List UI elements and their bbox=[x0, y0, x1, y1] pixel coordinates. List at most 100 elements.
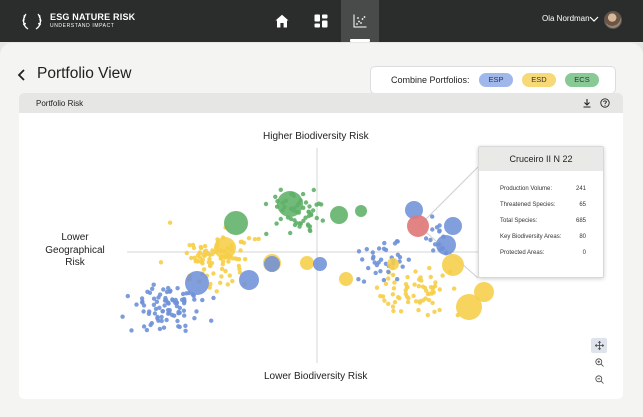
scatter-point[interactable] bbox=[211, 271, 216, 276]
scatter-point[interactable] bbox=[155, 314, 160, 320]
scatter-point[interactable] bbox=[405, 201, 423, 219]
scatter-point[interactable] bbox=[246, 236, 252, 241]
scatter-point[interactable] bbox=[391, 308, 396, 314]
scatter-point[interactable] bbox=[407, 215, 429, 237]
scatter-point[interactable] bbox=[406, 296, 411, 301]
chip-esp[interactable]: ESP bbox=[479, 73, 513, 87]
scatter-point[interactable] bbox=[392, 300, 398, 305]
scatter-point[interactable] bbox=[382, 298, 387, 303]
scatter-point[interactable] bbox=[256, 236, 261, 242]
scatter-point[interactable] bbox=[152, 311, 158, 316]
scatter-point[interactable] bbox=[305, 222, 311, 227]
scatter-point[interactable] bbox=[243, 257, 248, 262]
scatter-point[interactable] bbox=[151, 296, 157, 301]
scatter-point[interactable] bbox=[238, 248, 243, 253]
scatter-point[interactable] bbox=[386, 301, 391, 306]
scatter-point[interactable] bbox=[430, 288, 435, 294]
chip-ecs[interactable]: ECS bbox=[565, 73, 599, 87]
scatter-point[interactable] bbox=[383, 247, 389, 253]
scatter-point[interactable] bbox=[372, 260, 377, 265]
scatter-point[interactable] bbox=[200, 257, 205, 262]
scatter-point[interactable] bbox=[205, 251, 211, 256]
scatter-point[interactable] bbox=[146, 311, 152, 316]
scatter-point[interactable] bbox=[273, 194, 278, 199]
scatter-point[interactable] bbox=[361, 279, 367, 284]
chip-esd[interactable]: ESD bbox=[522, 73, 556, 87]
scatter-point[interactable] bbox=[191, 245, 197, 251]
scatter-point[interactable] bbox=[134, 302, 139, 307]
scatter-point[interactable] bbox=[151, 282, 156, 287]
scatter-point[interactable] bbox=[430, 214, 435, 219]
nav-dashboard-button[interactable] bbox=[302, 0, 340, 42]
help-icon[interactable] bbox=[600, 98, 610, 108]
scatter-point[interactable] bbox=[311, 187, 316, 193]
avatar[interactable] bbox=[604, 11, 622, 29]
scatter-point[interactable] bbox=[391, 286, 397, 291]
scatter-point[interactable] bbox=[430, 227, 435, 232]
scatter-point[interactable] bbox=[165, 307, 171, 313]
scatter-point[interactable] bbox=[428, 274, 433, 280]
scatter-point[interactable] bbox=[230, 278, 235, 284]
scatter-point[interactable] bbox=[239, 239, 244, 244]
scatter-point[interactable] bbox=[412, 282, 417, 287]
scatter-point[interactable] bbox=[224, 211, 248, 235]
scatter-point[interactable] bbox=[182, 313, 187, 318]
zoom-out-button[interactable] bbox=[591, 372, 607, 387]
scatter-point[interactable] bbox=[179, 297, 185, 302]
scatter-point[interactable] bbox=[181, 308, 187, 313]
scatter-point[interactable] bbox=[392, 241, 398, 246]
scatter-point[interactable] bbox=[233, 256, 238, 261]
scatter-point[interactable] bbox=[161, 287, 166, 292]
scatter-point[interactable] bbox=[151, 302, 157, 307]
scatter-point[interactable] bbox=[356, 249, 362, 254]
scatter-point[interactable] bbox=[383, 281, 389, 287]
scatter-point[interactable] bbox=[436, 235, 456, 255]
back-arrow-icon[interactable] bbox=[16, 68, 28, 82]
scatter-point[interactable] bbox=[183, 323, 188, 328]
scatter-point[interactable] bbox=[159, 314, 164, 320]
scatter-point[interactable] bbox=[413, 299, 419, 304]
scatter-point[interactable] bbox=[364, 247, 369, 252]
scatter-point[interactable] bbox=[381, 277, 387, 283]
scatter-point[interactable] bbox=[428, 237, 433, 243]
scatter-point[interactable] bbox=[437, 287, 442, 292]
scatter-point[interactable] bbox=[400, 264, 405, 269]
scatter-point[interactable] bbox=[278, 216, 283, 222]
scatter-point[interactable] bbox=[170, 297, 175, 302]
brand-logo[interactable]: ESG NATURE RISK UNDERSTAND IMPACT bbox=[20, 9, 135, 33]
scatter-point[interactable] bbox=[237, 266, 242, 272]
scatter-point[interactable] bbox=[307, 204, 312, 209]
scatter-point[interactable] bbox=[274, 221, 279, 226]
scatter-point[interactable] bbox=[154, 299, 160, 304]
scatter-point[interactable] bbox=[387, 258, 399, 270]
scatter-point[interactable] bbox=[427, 265, 432, 271]
scatter-point[interactable] bbox=[366, 265, 371, 271]
scatter-point[interactable] bbox=[416, 307, 421, 313]
scatter-point[interactable] bbox=[150, 286, 155, 291]
scatter-point[interactable] bbox=[181, 301, 187, 306]
scatter-point[interactable] bbox=[451, 286, 457, 291]
scatter-point[interactable] bbox=[226, 259, 231, 264]
scatter-point[interactable] bbox=[125, 293, 130, 299]
user-name[interactable]: Ola Nordman bbox=[542, 14, 590, 23]
scatter-point[interactable] bbox=[156, 318, 161, 323]
scatter-point[interactable] bbox=[189, 255, 194, 261]
scatter-point[interactable] bbox=[239, 270, 259, 290]
scatter-point[interactable] bbox=[210, 251, 215, 257]
scatter-point[interactable] bbox=[376, 260, 381, 265]
scatter-point[interactable] bbox=[309, 212, 314, 218]
scatter-point[interactable] bbox=[141, 303, 147, 308]
scatter-point[interactable] bbox=[192, 316, 197, 321]
scatter-point[interactable] bbox=[161, 325, 167, 330]
scatter-point[interactable] bbox=[214, 289, 219, 294]
scatter-point[interactable] bbox=[297, 221, 302, 226]
scatter-point[interactable] bbox=[219, 274, 224, 279]
scatter-point[interactable] bbox=[141, 309, 146, 314]
chevron-down-icon[interactable] bbox=[589, 15, 599, 23]
scatter-point[interactable] bbox=[159, 318, 164, 324]
scatter-point[interactable] bbox=[425, 312, 430, 318]
scatter-point[interactable] bbox=[300, 191, 306, 197]
scatter-point[interactable] bbox=[314, 215, 319, 221]
scatter-point[interactable] bbox=[183, 328, 188, 333]
scatter-point[interactable] bbox=[418, 275, 423, 280]
